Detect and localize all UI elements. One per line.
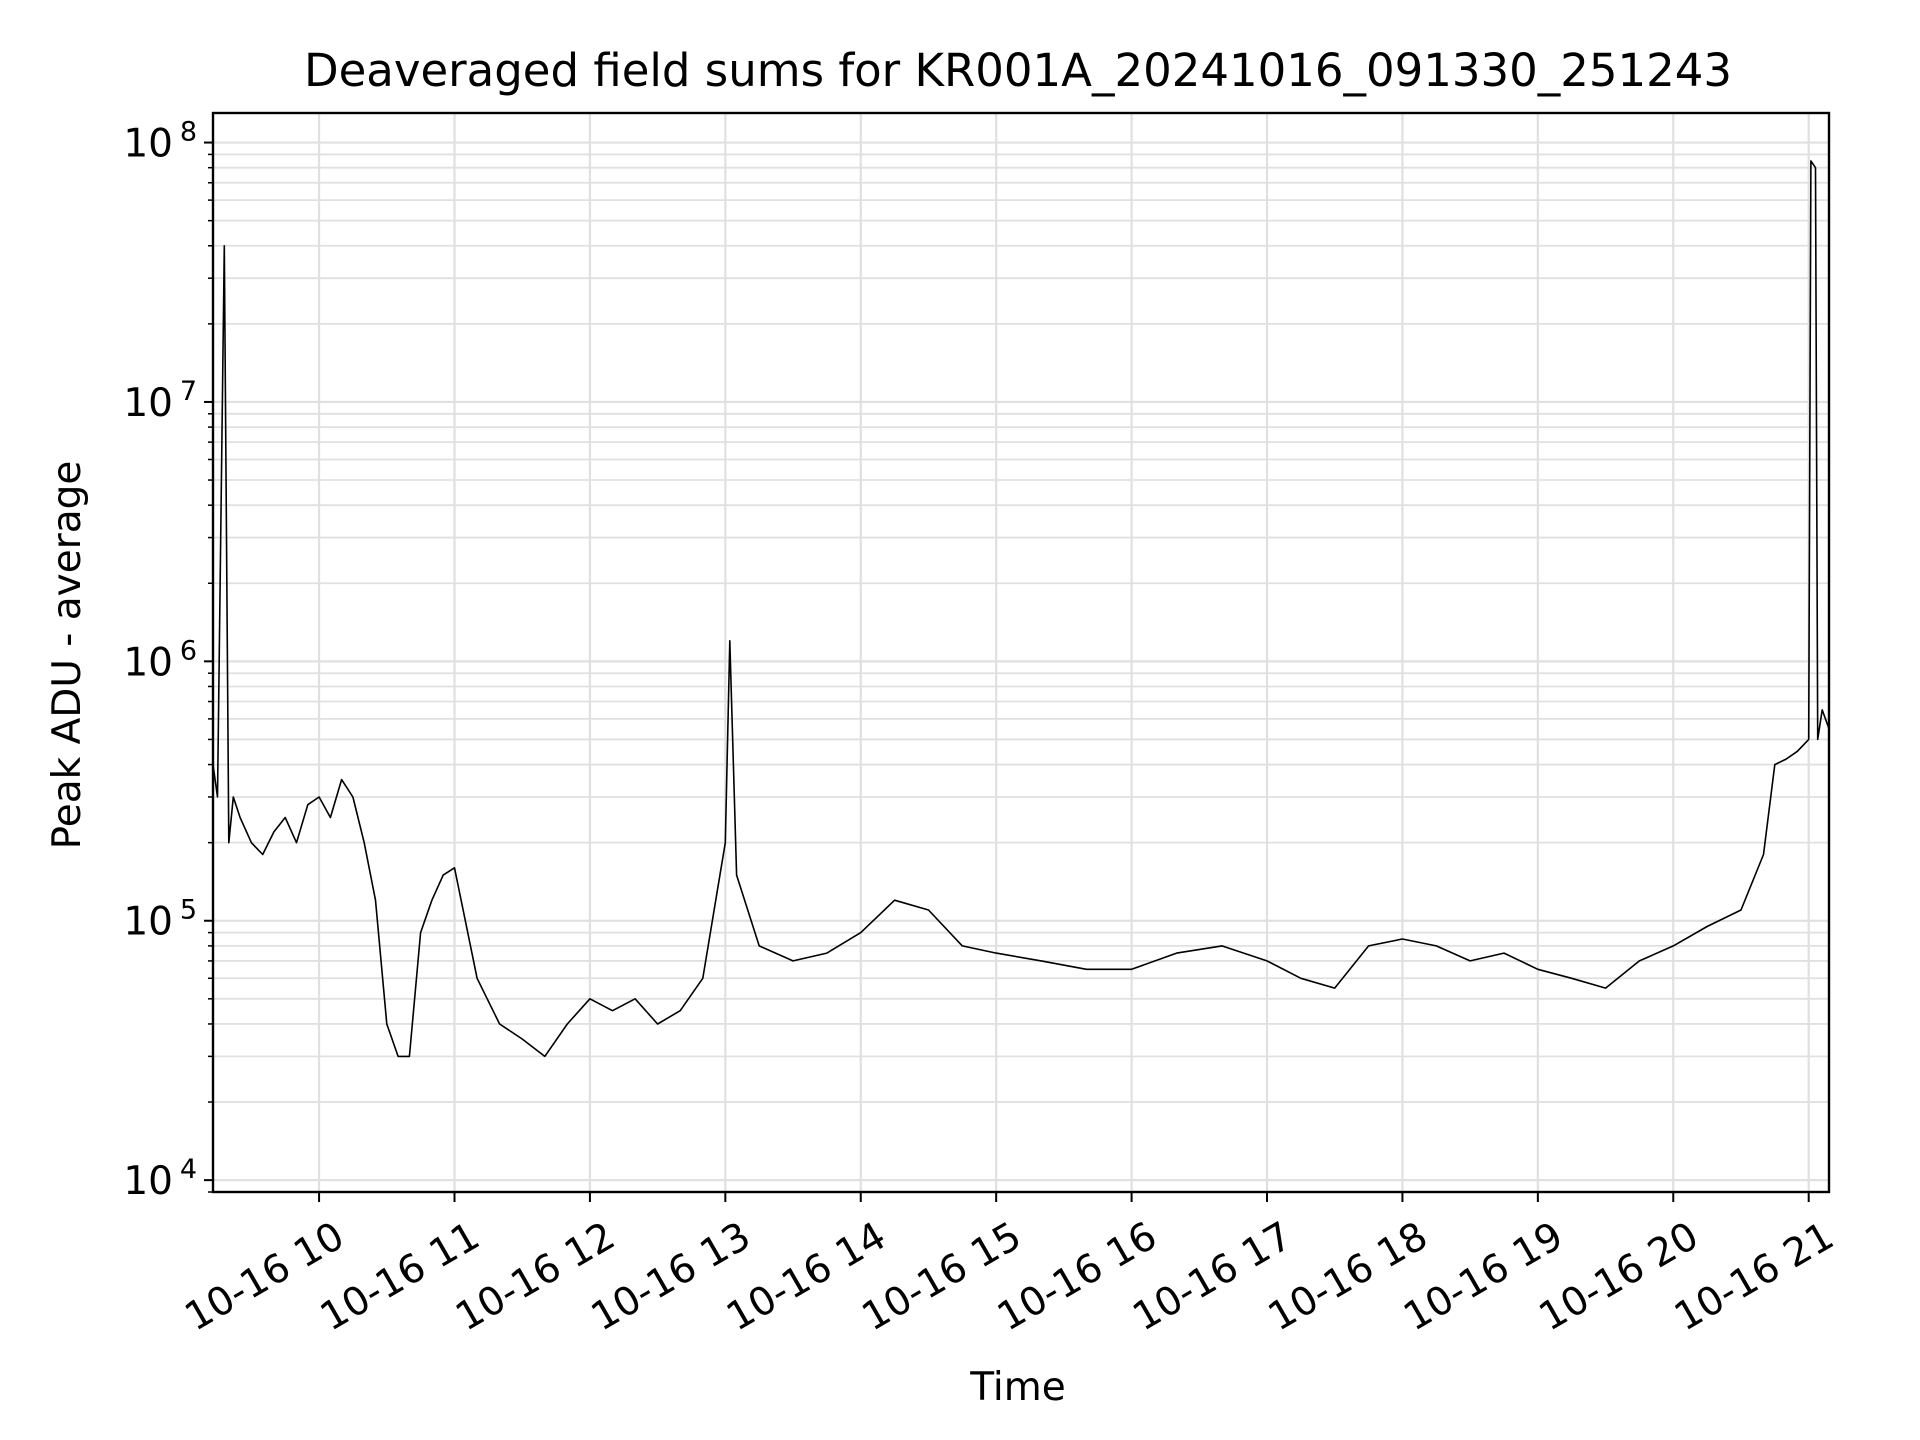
x-axis-label: Time — [969, 1365, 1065, 1410]
y-tick-exponent: 7 — [180, 376, 197, 407]
y-tick-exponent: 5 — [180, 895, 197, 926]
series-line — [212, 160, 1830, 1058]
y-tick-exponent: 4 — [180, 1154, 197, 1185]
y-tick-exponent: 6 — [180, 635, 197, 666]
y-axis-label: Peak ADU - average — [45, 461, 90, 850]
grid — [213, 113, 1829, 1193]
y-tick-label: 10 — [123, 640, 173, 685]
y-tick-label: 10 — [123, 122, 173, 167]
chart-title: Deaveraged field sums for KR001A_2024101… — [304, 44, 1732, 97]
y-tick-label: 10 — [123, 900, 173, 945]
series-layer — [212, 160, 1830, 1058]
plot-frame — [211, 111, 1831, 1194]
y-tick-exponent: 8 — [180, 117, 197, 148]
y-tick-label: 10 — [123, 1159, 173, 1204]
y-tick-label: 10 — [123, 381, 173, 426]
